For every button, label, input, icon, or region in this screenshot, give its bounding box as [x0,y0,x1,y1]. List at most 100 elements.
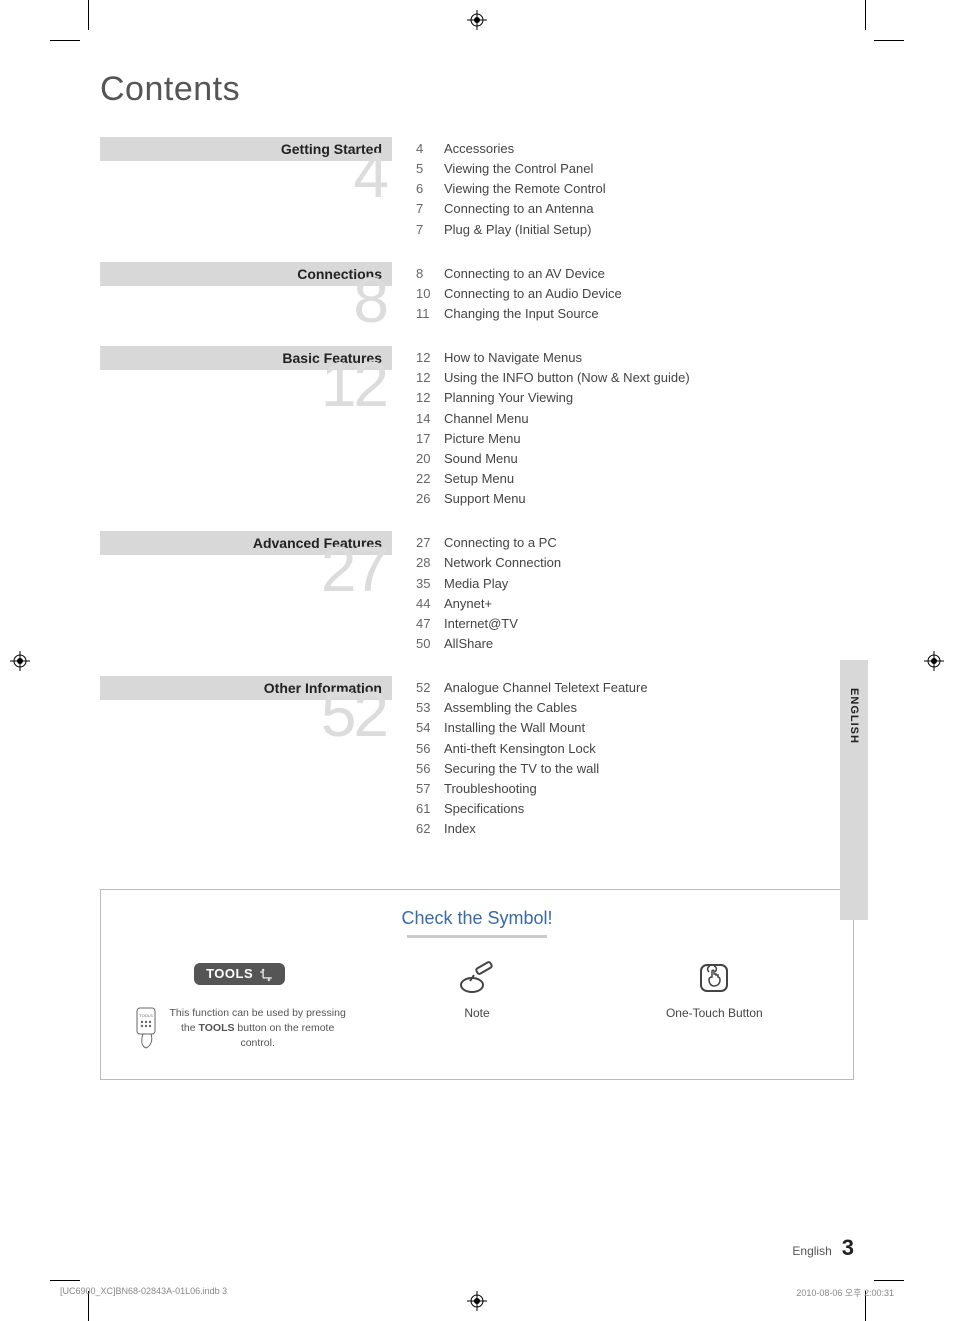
toc-row: 14Channel Menu [416,409,690,429]
toc-page-number: 12 [416,368,444,388]
crop-mark [88,0,89,30]
onetouch-label: One-Touch Button [606,1006,823,1020]
toc-section: Getting Started44Accessories5Viewing the… [100,137,854,240]
toc-item-label: Securing the TV to the wall [444,759,599,779]
toc-item-label: Plug & Play (Initial Setup) [444,220,591,240]
toc-row: 47Internet@TV [416,614,561,634]
section-heading: Connections [100,262,392,286]
toc-row: 28Network Connection [416,553,561,573]
toc-page-number: 26 [416,489,444,509]
toc-page-number: 12 [416,388,444,408]
crop-mark [50,40,80,41]
toc-page-number: 17 [416,429,444,449]
registration-mark-icon [10,651,30,671]
toc-row: 44Anynet+ [416,594,561,614]
toc-row: 26Support Menu [416,489,690,509]
section-left: Other Information52 [100,676,392,839]
toc-page-number: 28 [416,553,444,573]
toc-item-label: Installing the Wall Mount [444,718,585,738]
toc-row: 12How to Navigate Menus [416,348,690,368]
divider [407,935,547,938]
tools-icon [259,968,273,982]
tools-badge: TOOLS [194,963,285,985]
toc-page-number: 56 [416,739,444,759]
toc-item-label: Setup Menu [444,469,514,489]
toc-row: 12Using the INFO button (Now & Next guid… [416,368,690,388]
tools-badge-text: TOOLS [206,966,253,981]
section-items: 52Analogue Channel Teletext Feature53Ass… [392,676,648,839]
toc-item-label: Specifications [444,799,524,819]
toc-page-number: 10 [416,284,444,304]
section-items: 4Accessories5Viewing the Control Panel6V… [392,137,606,240]
page-footer: English 3 [792,1235,854,1261]
toc-row: 22Setup Menu [416,469,690,489]
toc-section: Basic Features1212How to Navigate Menus1… [100,346,854,509]
toc-row: 12Planning Your Viewing [416,388,690,408]
toc-page-number: 7 [416,220,444,240]
symbol-col-note: Note [358,960,595,1020]
section-items: 27Connecting to a PC28Network Connection… [392,531,561,654]
remote-hand-icon: TOOLS [131,1006,161,1055]
toc-row: 35Media Play [416,574,561,594]
toc-row: 7Plug & Play (Initial Setup) [416,220,606,240]
toc-row: 61Specifications [416,799,648,819]
toc-item-label: Viewing the Remote Control [444,179,606,199]
toc-row: 57Troubleshooting [416,779,648,799]
toc-item-label: Media Play [444,574,508,594]
registration-mark-icon [467,10,487,30]
toc-page-number: 61 [416,799,444,819]
toc-row: 6Viewing the Remote Control [416,179,606,199]
section-big-number: 52 [321,682,386,746]
crop-mark [865,0,866,30]
toc-page-number: 27 [416,533,444,553]
toc-row: 4Accessories [416,139,606,159]
toc-item-label: Sound Menu [444,449,518,469]
toc-page-number: 4 [416,139,444,159]
section-left: Getting Started4 [100,137,392,240]
toc-item-label: Changing the Input Source [444,304,599,324]
toc-page-number: 20 [416,449,444,469]
section-left: Advanced Features27 [100,531,392,654]
toc-item-label: Connecting to an Audio Device [444,284,622,304]
page-content: Contents Getting Started44Accessories5Vi… [100,70,854,1261]
toc-page-number: 7 [416,199,444,219]
toc-page-number: 57 [416,779,444,799]
toc-item-label: Accessories [444,139,514,159]
print-footer: [UC6900_XC]BN68-02843A-01L06.indb 3 2010… [60,1286,894,1299]
toc-row: 27Connecting to a PC [416,533,561,553]
print-footer-left: [UC6900_XC]BN68-02843A-01L06.indb 3 [60,1286,227,1299]
toc-page-number: 53 [416,698,444,718]
toc-page-number: 11 [416,304,444,324]
section-items: 12How to Navigate Menus12Using the INFO … [392,346,690,509]
crop-mark [874,40,904,41]
toc-page-number: 50 [416,634,444,654]
toc-item-label: Troubleshooting [444,779,537,799]
registration-mark-icon [924,651,944,671]
note-label: Note [368,1006,585,1020]
toc-item-label: Connecting to a PC [444,533,557,553]
symbol-box-title: Check the Symbol! [121,908,833,929]
toc-item-label: Viewing the Control Panel [444,159,593,179]
tools-description: This function can be used by pressing th… [167,1006,348,1050]
section-left: Connections8 [100,262,392,324]
toc-item-label: Connecting to an AV Device [444,264,605,284]
toc-page-number: 12 [416,348,444,368]
toc-item-label: Channel Menu [444,409,529,429]
toc-page-number: 44 [416,594,444,614]
section-big-number: 4 [353,143,386,207]
toc-row: 56Securing the TV to the wall [416,759,648,779]
section-big-number: 8 [353,268,386,332]
toc-sections: Getting Started44Accessories5Viewing the… [100,137,854,839]
toc-row: 56Anti-theft Kensington Lock [416,739,648,759]
toc-item-label: Using the INFO button (Now & Next guide) [444,368,690,388]
toc-item-label: AllShare [444,634,493,654]
toc-row: 8Connecting to an AV Device [416,264,622,284]
toc-page-number: 6 [416,179,444,199]
language-tab-label: ENGLISH [848,688,860,744]
crop-mark [874,1280,904,1281]
toc-row: 62Index [416,819,648,839]
language-tab: ENGLISH [840,660,868,920]
footer-language: English [792,1244,831,1258]
toc-section: Connections88Connecting to an AV Device1… [100,262,854,324]
toc-row: 7Connecting to an Antenna [416,199,606,219]
